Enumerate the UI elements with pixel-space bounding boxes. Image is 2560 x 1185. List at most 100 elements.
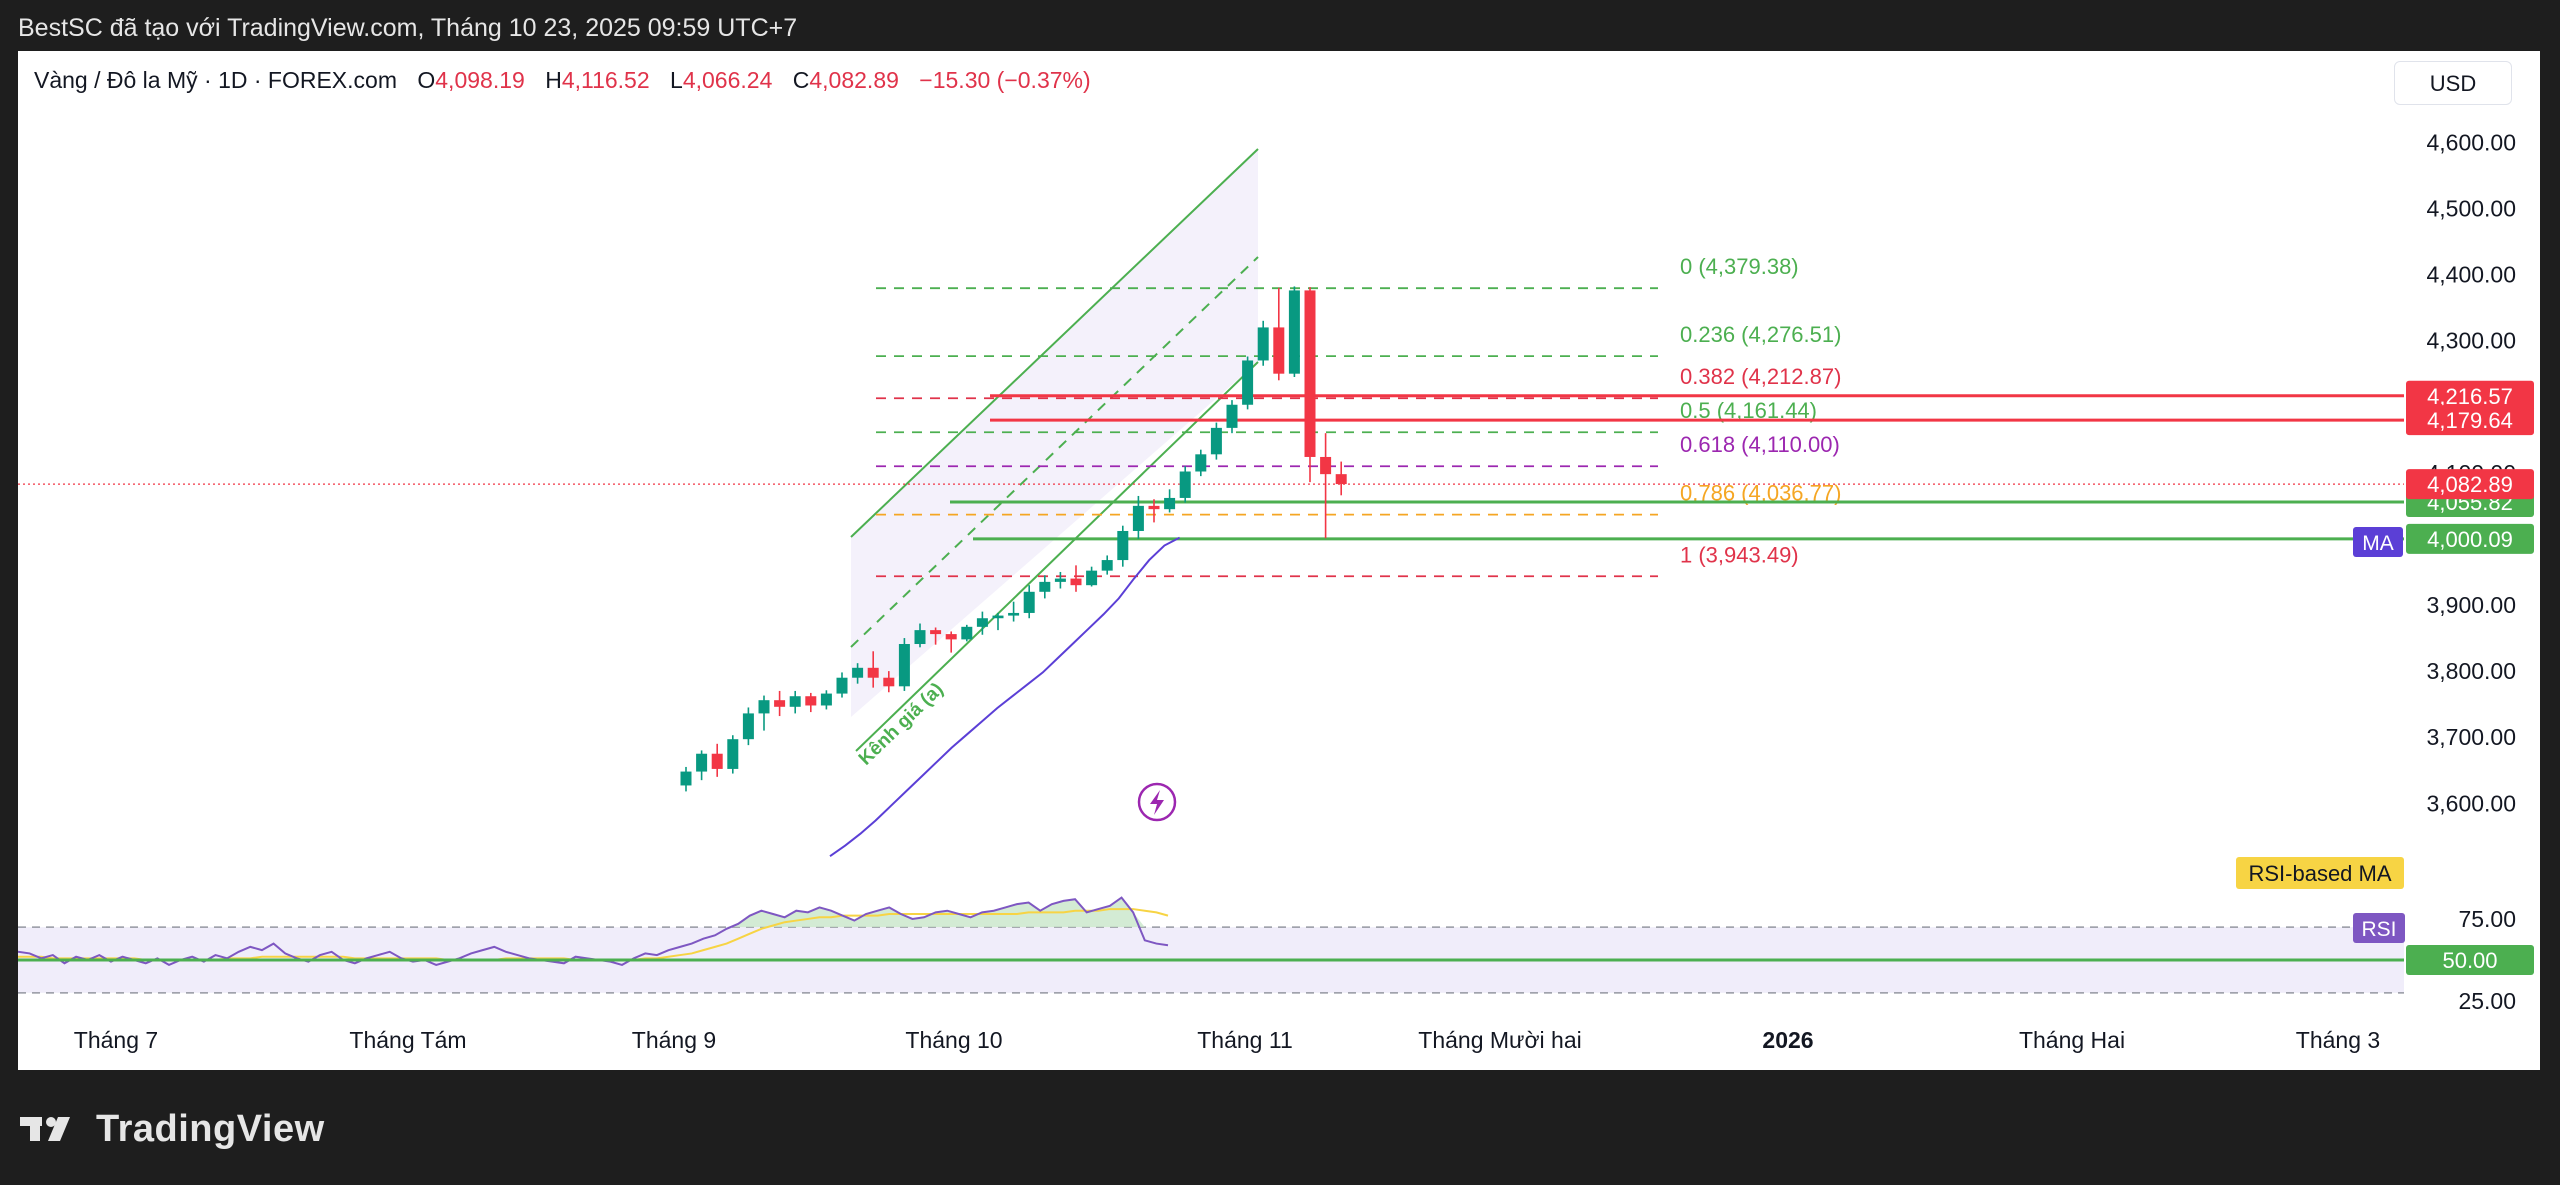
candle-body [914, 630, 926, 645]
candle [1179, 466, 1191, 503]
chart-panel: Kênh giá (a) 0 (4,379.38) 0.236 (4,276.51)… [18, 51, 2540, 1070]
price-tick-label: 4,300.00 [2426, 328, 2516, 354]
candle [1101, 555, 1113, 575]
candle-body [1070, 578, 1082, 586]
candle-body [696, 753, 708, 772]
candle [867, 651, 879, 688]
candle-body [1179, 471, 1191, 498]
rsi-tick-label: 25.00 [2458, 988, 2516, 1014]
candle-body [820, 693, 832, 706]
low-label: L [670, 67, 683, 93]
candle-body [789, 696, 801, 707]
candle [1054, 571, 1066, 589]
candle [1335, 461, 1347, 496]
fib-label-0: 0 (4,379.38) [1680, 254, 1799, 279]
time-axis-label: Tháng 9 [632, 1027, 716, 1053]
time-axis-label: 2026 [1762, 1027, 1813, 1053]
price-tick-label: 4,400.00 [2426, 262, 2516, 288]
tradingview-logo-icon [20, 1117, 70, 1141]
open-value: 4,098.19 [435, 67, 525, 93]
candle-body [992, 615, 1004, 619]
last-price-badge: 4,082.89 [2406, 469, 2534, 500]
candle-body [898, 644, 910, 687]
price-tick-label: 3,900.00 [2426, 592, 2516, 618]
time-axis-label: Tháng Mười hai [1418, 1027, 1581, 1053]
candle-body [1195, 454, 1207, 472]
candle-body [1101, 560, 1113, 571]
time-axis-label: Tháng 11 [1197, 1027, 1292, 1053]
price-tick-label: 4,600.00 [2426, 129, 2516, 155]
candle [898, 638, 910, 691]
candle [1039, 575, 1051, 599]
price-badge-1: 4,179.64 [2406, 405, 2534, 436]
candle-body [852, 667, 864, 678]
candle [945, 631, 957, 653]
candle [1320, 433, 1332, 539]
price-channel-middle [850, 256, 1259, 648]
price-tick-label: 3,800.00 [2426, 658, 2516, 684]
fib-label-6: 1 (3,943.49) [1680, 542, 1799, 567]
candle-body [680, 771, 692, 786]
candle [992, 612, 1004, 631]
rsi-badge: RSI [2353, 913, 2405, 943]
tradingview-brand[interactable]: TradingView [96, 1107, 325, 1150]
close-value: 4,082.89 [809, 67, 899, 93]
time-axis-label: Tháng 7 [74, 1027, 158, 1053]
svg-text:MA: MA [2362, 532, 2394, 555]
candle [1195, 449, 1207, 477]
candle-body [758, 700, 770, 714]
rsi-50-badge: 50.00 [2406, 945, 2534, 975]
candle-body [774, 700, 786, 707]
candle [1008, 601, 1020, 622]
candle-body [1164, 497, 1176, 510]
change-value: −15.30 (−0.37%) [919, 67, 1091, 93]
svg-text:4,179.64: 4,179.64 [2427, 408, 2513, 433]
candle-body [1008, 612, 1020, 616]
candle [1117, 525, 1129, 567]
candle-body [1210, 427, 1222, 455]
low-value: 4,066.24 [682, 67, 773, 93]
candle [696, 750, 708, 781]
price-tick-label: 3,600.00 [2426, 790, 2516, 816]
fib-label-2: 0.382 (4,212.87) [1680, 364, 1841, 389]
lightning-alert-icon[interactable] [1137, 782, 1177, 822]
candle-body [1132, 505, 1144, 531]
price-channel-fill [851, 149, 1258, 717]
candle-body [1335, 474, 1347, 485]
price-badge-3: 4,000.09 [2406, 523, 2534, 554]
open-label: O [417, 67, 436, 93]
candle [852, 663, 864, 684]
candle-body [1039, 581, 1051, 592]
candle-body [1226, 404, 1238, 428]
symbol-title[interactable]: Vàng / Đô la Mỹ · 1D · FOREX.com [34, 67, 397, 93]
candle [727, 735, 739, 774]
price-badge-0: 4,216.57 [2406, 380, 2534, 411]
close-label: C [792, 67, 810, 93]
candle-body [836, 677, 848, 694]
candle [1242, 356, 1254, 410]
candle [836, 672, 848, 698]
candle [1164, 489, 1176, 513]
created-with-text: BestSC đã tạo với TradingView.com, Tháng… [18, 14, 798, 42]
candle-body [883, 677, 895, 687]
price-tick-label: 3,700.00 [2426, 724, 2516, 750]
candle [1210, 422, 1222, 460]
rsi-overbought-fill [18, 897, 1168, 928]
time-axis-label: Tháng Hai [2019, 1027, 2125, 1053]
candle [742, 707, 754, 746]
fib-label-1: 0.236 (4,276.51) [1680, 322, 1841, 347]
candle [1086, 566, 1098, 587]
candle [961, 624, 973, 642]
svg-text:4,216.57: 4,216.57 [2427, 384, 2513, 409]
candle [820, 690, 832, 710]
currency-button[interactable]: USD [2394, 61, 2512, 105]
svg-text:4,000.09: 4,000.09 [2427, 527, 2513, 552]
chart-svg[interactable]: Kênh giá (a)0 (4,379.38)0.236 (4,276.51)… [18, 51, 2540, 1070]
price-channel-upper [850, 148, 1259, 538]
candle-body [1086, 570, 1098, 586]
time-axis-label: Tháng Tám [349, 1027, 466, 1053]
symbol-legend: Vàng / Đô la Mỹ · 1D · FOREX.com O4,098.… [34, 67, 1091, 94]
high-value: 4,116.52 [561, 67, 650, 93]
candle [1288, 286, 1300, 377]
candle [930, 627, 942, 645]
